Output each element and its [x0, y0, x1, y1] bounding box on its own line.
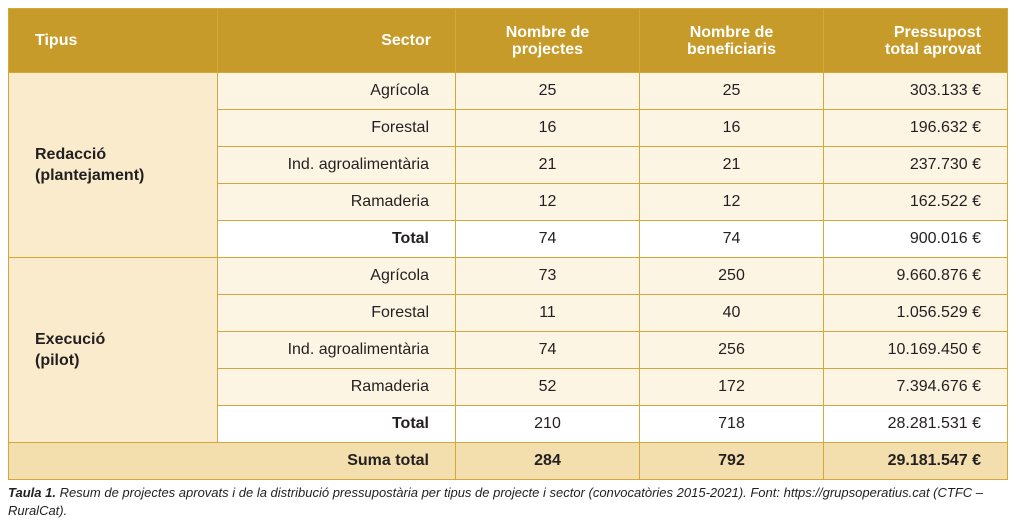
- projects-cell: 11: [455, 294, 640, 332]
- table-row: Ramaderia 52 172 7.394.676 €: [9, 368, 1008, 406]
- group-tipus-line1: Redacció: [35, 146, 107, 163]
- budget-cell: 303.133 €: [823, 72, 1008, 110]
- subtotal-row: Total 210 718 28.281.531 €: [9, 405, 1008, 443]
- budget-cell: 9.660.876 €: [823, 257, 1008, 295]
- beneficiaries-cell: 40: [639, 294, 824, 332]
- projects-cell: 25: [455, 72, 640, 110]
- beneficiaries-cell: 250: [639, 257, 824, 295]
- table-container: Tipus Sector Nombre de projectes Nombre …: [8, 8, 1008, 480]
- header-sector: Sector: [217, 8, 456, 73]
- sector-cell: Agrícola: [217, 257, 456, 295]
- subtotal-label: Total: [217, 220, 456, 258]
- grand-total-row: Suma total 284 792 29.181.547 €: [8, 442, 1008, 480]
- projects-summary-table: Tipus Sector Nombre de projectes Nombre …: [8, 8, 1008, 480]
- beneficiaries-cell: 21: [639, 146, 824, 184]
- grand-total-projects: 284: [455, 442, 640, 480]
- beneficiaries-cell: 16: [639, 109, 824, 147]
- caption-label: Taula 1.: [8, 485, 56, 500]
- header-budget-line2: total aprovat: [884, 40, 981, 58]
- budget-cell: 10.169.450 €: [823, 331, 1008, 369]
- projects-cell: 12: [455, 183, 640, 221]
- subtotal-budget: 28.281.531 €: [823, 405, 1008, 443]
- table-header-row: Tipus Sector Nombre de projectes Nombre …: [8, 8, 1008, 73]
- projects-cell: 16: [455, 109, 640, 147]
- subtotal-label: Total: [217, 405, 456, 443]
- grand-total-label: Suma total: [8, 442, 456, 480]
- budget-cell: 237.730 €: [823, 146, 1008, 184]
- subtotal-beneficiaries: 718: [639, 405, 824, 443]
- table-row: Ramaderia 12 12 162.522 €: [9, 183, 1008, 221]
- subtotal-budget: 900.016 €: [823, 220, 1008, 258]
- projects-cell: 52: [455, 368, 640, 406]
- group-tipus-line2: (plantejament): [35, 167, 145, 184]
- beneficiaries-cell: 172: [639, 368, 824, 406]
- caption-text: Resum de projectes aprovats i de la dist…: [8, 485, 984, 518]
- header-beneficiaries-line2: beneficiaris: [687, 40, 776, 58]
- header-tipus: Tipus: [8, 8, 218, 73]
- header-projects-line1: Nombre de: [505, 23, 590, 41]
- sector-cell: Ind. agroalimentària: [217, 331, 456, 369]
- beneficiaries-cell: 256: [639, 331, 824, 369]
- header-projects: Nombre de projectes: [455, 8, 640, 73]
- subtotal-row: Total 74 74 900.016 €: [9, 220, 1008, 258]
- table-row: Ind. agroalimentària 21 21 237.730 €: [9, 146, 1008, 184]
- sector-cell: Ramaderia: [217, 183, 456, 221]
- group-tipus-cell: Execució (pilot): [8, 257, 218, 443]
- grand-total-budget: 29.181.547 €: [823, 442, 1008, 480]
- projects-cell: 74: [455, 331, 640, 369]
- subtotal-beneficiaries: 74: [639, 220, 824, 258]
- group-tipus-line2: (pilot): [35, 352, 80, 369]
- group-tipus-line1: Execució: [35, 331, 106, 348]
- projects-cell: 73: [455, 257, 640, 295]
- table-row: Execució (pilot) Agrícola 73 250 9.660.8…: [8, 257, 1008, 443]
- table-row: Redacció (plantejament) Agrícola 25 25 3…: [8, 72, 1008, 258]
- sector-cell: Ind. agroalimentària: [217, 146, 456, 184]
- table-row: Forestal 16 16 196.632 €: [9, 109, 1008, 147]
- header-beneficiaries: Nombre de beneficiaris: [639, 8, 824, 73]
- beneficiaries-cell: 12: [639, 183, 824, 221]
- budget-cell: 196.632 €: [823, 109, 1008, 147]
- beneficiaries-cell: 25: [639, 72, 824, 110]
- header-budget-line1: Pressupost: [893, 23, 981, 41]
- projects-cell: 21: [455, 146, 640, 184]
- sector-cell: Forestal: [217, 109, 456, 147]
- budget-cell: 162.522 €: [823, 183, 1008, 221]
- grand-total-beneficiaries: 792: [639, 442, 824, 480]
- sector-cell: Forestal: [217, 294, 456, 332]
- budget-cell: 7.394.676 €: [823, 368, 1008, 406]
- subtotal-projects: 74: [455, 220, 640, 258]
- sector-cell: Agrícola: [217, 72, 456, 110]
- table-caption: Taula 1. Resum de projectes aprovats i d…: [8, 484, 1007, 520]
- table-row: Ind. agroalimentària 74 256 10.169.450 €: [9, 331, 1008, 369]
- sector-cell: Ramaderia: [217, 368, 456, 406]
- header-projects-line2: projectes: [511, 40, 584, 58]
- header-beneficiaries-line1: Nombre de: [689, 23, 774, 41]
- header-budget: Pressupost total aprovat: [823, 8, 1008, 73]
- budget-cell: 1.056.529 €: [823, 294, 1008, 332]
- subtotal-projects: 210: [455, 405, 640, 443]
- group-tipus-cell: Redacció (plantejament): [8, 72, 218, 258]
